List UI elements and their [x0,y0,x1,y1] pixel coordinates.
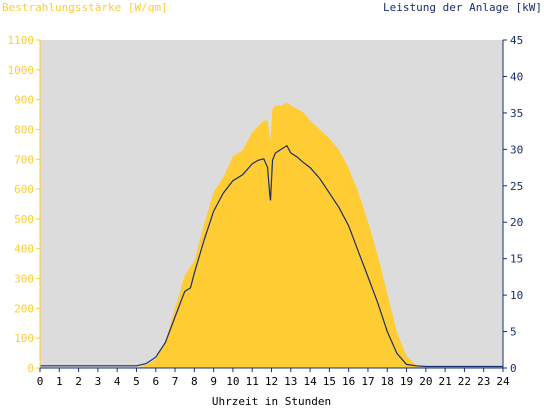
x-tick-label: 5 [133,375,140,388]
y-right-tick-label: 20 [510,216,523,229]
y-right-axis-label: Leistung der Anlage [kW] [383,1,542,14]
y-right-tick-label: 35 [510,107,523,120]
y-right-tick-label: 25 [510,180,523,193]
y-right-tick-label: 0 [510,362,517,375]
y-left-tick-label: 400 [14,243,34,256]
y-left-tick-label: 800 [14,123,34,136]
x-tick-label: 10 [226,375,239,388]
y-left-tick-label: 1000 [8,64,35,77]
x-tick-label: 12 [265,375,278,388]
x-tick-label: 18 [381,375,394,388]
x-tick-label: 16 [342,375,355,388]
irradiance-area [40,102,503,368]
y-right-tick-label: 45 [510,34,523,47]
y-left-tick-label: 500 [14,213,34,226]
y-right-tick-label: 40 [510,70,523,83]
x-tick-label: 11 [246,375,259,388]
y-left-tick-label: 300 [14,273,34,286]
power-line [40,144,503,368]
x-tick-label: 9 [210,375,217,388]
x-tick-label: 0 [37,375,44,388]
y-left-tick-label: 900 [14,94,34,107]
x-tick-label: 13 [284,375,297,388]
x-tick-label: 24 [496,375,510,388]
x-tick-label: 4 [114,375,121,388]
x-tick-label: 19 [400,375,413,388]
y-left-tick-label: 1100 [8,34,35,47]
x-axis-label: Uhrzeit in Stunden [212,395,331,408]
series-layer [40,102,503,368]
x-tick-label: 23 [477,375,490,388]
x-tick-label: 2 [75,375,82,388]
y-right-tick-label: 5 [510,326,517,339]
x-tick-label: 20 [419,375,432,388]
x-tick-label: 17 [361,375,374,388]
x-tick-label: 21 [439,375,452,388]
x-tick-label: 22 [458,375,471,388]
y-right-tick-label: 10 [510,289,523,302]
x-tick-label: 3 [95,375,102,388]
x-tick-label: 1 [56,375,63,388]
y-left-tick-label: 200 [14,302,34,315]
y-right-tick-label: 15 [510,253,523,266]
axes-layer: 0100200300400500600700800900100011000510… [8,34,524,388]
y-left-axis-label: Bestrahlungsstärke [W/qm] [2,1,168,14]
y-left-tick-label: 100 [14,332,34,345]
y-left-tick-label: 600 [14,183,34,196]
y-right-tick-label: 30 [510,143,523,156]
y-left-tick-label: 700 [14,153,34,166]
y-left-tick-label: 0 [27,362,34,375]
x-tick-label: 6 [152,375,159,388]
x-tick-label: 7 [172,375,179,388]
x-tick-label: 8 [191,375,198,388]
x-tick-label: 15 [323,375,336,388]
x-tick-label: 14 [303,375,317,388]
